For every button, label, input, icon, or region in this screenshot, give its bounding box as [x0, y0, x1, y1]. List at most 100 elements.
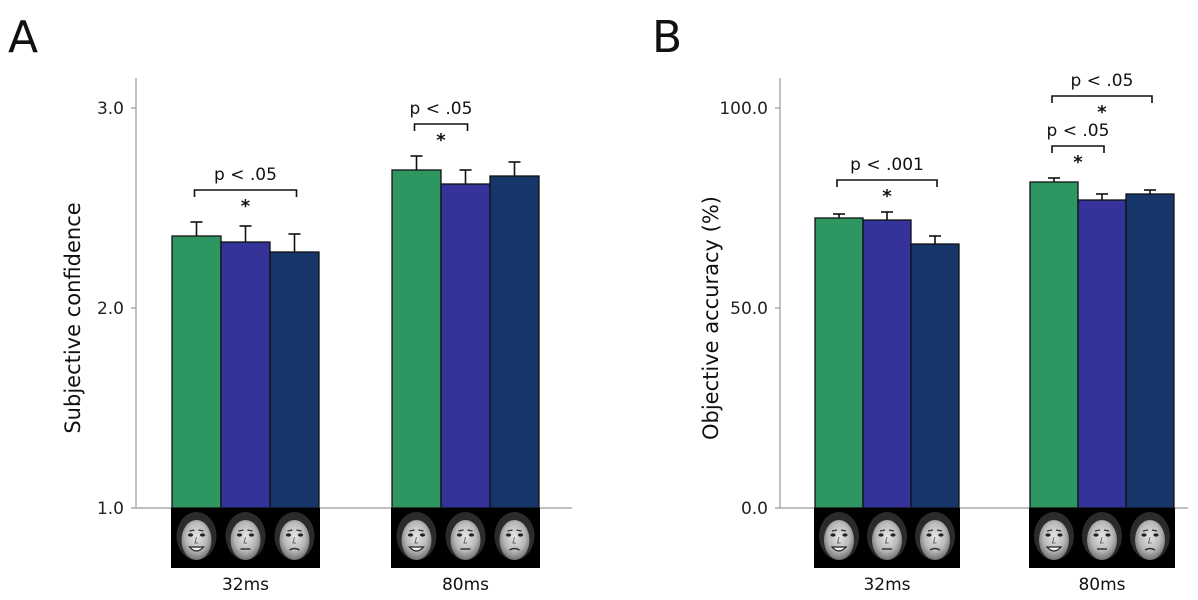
significance-bracket: p < .05 * — [1051, 71, 1153, 123]
face-skin — [824, 520, 854, 560]
y-axis-title: Objective accuracy (%) — [699, 196, 723, 440]
bar — [1029, 181, 1079, 509]
significance-star: * — [1073, 152, 1083, 173]
category-label: 32ms — [863, 575, 910, 595]
face-skin — [1087, 520, 1117, 560]
eyebrows — [189, 529, 204, 532]
nose — [1099, 536, 1104, 544]
left-eye — [505, 533, 512, 537]
fearful-mouth — [289, 547, 300, 551]
eyebrows — [1142, 529, 1158, 532]
significance-star: * — [882, 186, 892, 207]
panel-letter: A — [8, 12, 38, 63]
category-label: 80ms — [442, 575, 489, 595]
eyebrows — [1046, 529, 1062, 532]
smile-mouth — [830, 546, 848, 552]
face-skin — [181, 520, 212, 560]
smile-mouth — [1045, 546, 1063, 552]
bar-group-80ms: 80ms — [1029, 177, 1175, 595]
left-eye — [1045, 533, 1051, 537]
nose — [463, 536, 467, 544]
eyebrows — [238, 529, 253, 532]
fearful-face-image — [494, 512, 535, 560]
panel-a: A 1.0 2.0 3.0 Subjective confidence 32ms 80ms p… — [8, 12, 572, 595]
fearful-mouth — [509, 547, 520, 551]
bar — [1077, 199, 1127, 509]
eyebrows — [1094, 529, 1110, 532]
happy-face-image — [396, 512, 437, 560]
face-skin — [450, 520, 481, 560]
right-eye — [468, 533, 475, 537]
bar — [862, 219, 912, 509]
y-tick-label: 1.0 — [97, 499, 124, 519]
left-eye — [285, 533, 292, 537]
face-skin — [920, 520, 950, 560]
eyebrows — [879, 529, 895, 532]
nose — [1147, 536, 1152, 544]
left-eye — [407, 533, 414, 537]
y-tick-label: 100.0 — [719, 99, 768, 119]
happy-face-image — [1034, 512, 1074, 560]
nose — [932, 536, 937, 544]
face-skin — [401, 520, 432, 560]
neutral-face-image — [445, 512, 486, 560]
right-eye — [419, 533, 426, 537]
category-label: 32ms — [222, 575, 269, 595]
smile-mouth — [408, 546, 425, 552]
left-eye — [456, 533, 463, 537]
p-value-label: p < .05 — [214, 165, 277, 185]
happy-face-image — [819, 512, 859, 560]
eyebrows — [507, 529, 522, 532]
neutral-face-image — [225, 512, 266, 560]
right-eye — [1153, 533, 1159, 537]
fearful-mouth — [929, 547, 941, 551]
p-value-label: p < .05 — [410, 99, 473, 119]
bracket-line — [1051, 145, 1105, 153]
eyebrows — [287, 529, 302, 532]
significance-bracket: p < .001 * — [836, 155, 938, 207]
eyebrows — [831, 529, 847, 532]
bar — [910, 243, 960, 509]
significance-bracket: p < .05 * — [410, 99, 473, 151]
right-eye — [1057, 533, 1063, 537]
fearful-face-image — [915, 512, 955, 560]
bar — [814, 217, 864, 509]
right-eye — [199, 533, 206, 537]
nose — [194, 536, 198, 544]
eyebrows — [409, 529, 424, 532]
significance-star: * — [436, 130, 446, 151]
bracket-line — [1051, 95, 1153, 103]
fearful-face-image — [1130, 512, 1170, 560]
left-eye — [830, 533, 836, 537]
right-eye — [248, 533, 255, 537]
y-tick-label: 3.0 — [97, 99, 124, 119]
bar — [269, 251, 320, 509]
nose — [414, 536, 418, 544]
face-strip — [391, 508, 540, 568]
y-tick-label: 0.0 — [741, 499, 768, 519]
left-eye — [1093, 533, 1099, 537]
bar — [1125, 193, 1175, 509]
bracket-line — [193, 189, 298, 197]
right-eye — [842, 533, 848, 537]
fearful-mouth — [1144, 547, 1156, 551]
left-eye — [926, 533, 932, 537]
eyebrows — [458, 529, 473, 532]
bar — [440, 183, 491, 509]
face-skin — [230, 520, 261, 560]
panel-b: B 0.0 50.0 100.0 Objective accuracy (%) 32ms 8… — [652, 12, 1188, 595]
nose — [512, 536, 516, 544]
face-skin — [872, 520, 902, 560]
y-tick-label: 2.0 — [97, 299, 124, 319]
face-skin — [1135, 520, 1165, 560]
happy-face-image — [176, 512, 217, 560]
nose — [884, 536, 889, 544]
significance-star: * — [241, 196, 251, 217]
p-value-label: p < .05 — [1071, 71, 1134, 91]
smile-mouth — [188, 546, 205, 552]
face-skin — [1039, 520, 1069, 560]
right-eye — [1105, 533, 1111, 537]
eyebrows — [927, 529, 943, 532]
